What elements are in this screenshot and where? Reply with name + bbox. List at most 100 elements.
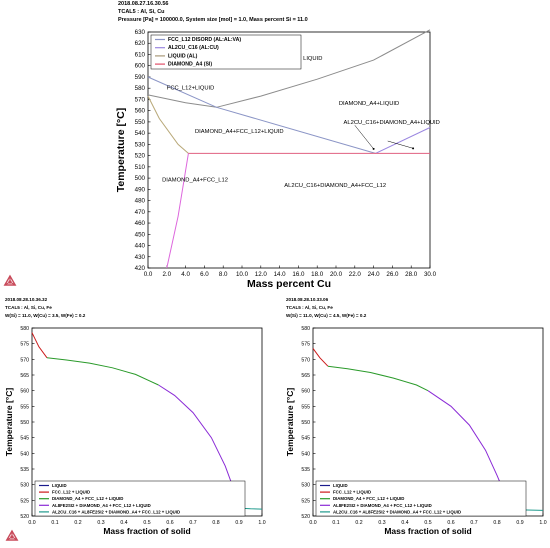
chart-header-line: Pressure [Pa] = 100000.0, System size [m…	[118, 17, 308, 23]
x-tick-label: 4.0	[181, 271, 190, 278]
y-tick-label: 440	[135, 243, 146, 250]
y-tick-label: 630	[135, 29, 146, 36]
x-tick-label: 28.0	[405, 271, 418, 278]
x-tick-label: 0.1	[332, 520, 339, 526]
x-tick-label: 0.4	[401, 520, 408, 526]
legend-label: FCC_L12 DISORD (AL:AL:VA)	[168, 37, 241, 43]
x-axis-label: Mass fraction of solid	[384, 526, 471, 536]
logo-outline	[3, 274, 17, 286]
chart-header-line: TCAL5 : Al, Si, Cu	[118, 9, 165, 15]
region-label: FCC_L12+LIQUID	[167, 85, 215, 91]
y-tick-label: 520	[20, 514, 29, 520]
region-label: DIAMOND_A4+LIQUID	[339, 101, 399, 107]
y-tick-label: 575	[20, 342, 29, 348]
legend-label: LIQUID (AL)	[168, 53, 198, 59]
y-tick-label: 560	[20, 389, 29, 395]
series-line	[46, 357, 159, 386]
y-tick-label: 620	[135, 40, 146, 47]
x-tick-label: 26.0	[386, 271, 399, 278]
y-tick-label: 520	[135, 153, 146, 160]
x-tick-label: 0.3	[378, 520, 385, 526]
legend-label: AL2CU_C16 (AL:CU)	[168, 45, 219, 51]
x-tick-label: 0.0	[28, 520, 35, 526]
x-tick-label: 0.5	[424, 520, 431, 526]
annotation-pointer	[412, 147, 415, 150]
y-tick-label: 570	[301, 357, 310, 363]
y-tick-label: 580	[301, 326, 310, 332]
y-tick-label: 450	[135, 231, 146, 238]
y-tick-label: 490	[135, 186, 146, 193]
y-axis-label: Temperature [°C]	[115, 108, 127, 193]
series-line	[147, 95, 189, 154]
chart-header-line: W(Si) = 11.0, W(Cu) = 3.5, W(Fe) = 0.2	[5, 313, 86, 318]
region-label: LIQUID	[303, 56, 322, 62]
y-tick-label: 420	[135, 265, 146, 272]
y-tick-label: 525	[301, 498, 310, 504]
x-tick-label: 0.0	[309, 520, 316, 526]
y-tick-label: 550	[135, 119, 146, 126]
y-tick-label: 540	[301, 451, 310, 457]
series-line	[375, 127, 431, 154]
region-label: DIAMOND_A4+FCC_L12+LIQUID	[195, 129, 284, 135]
x-tick-label: 12.0	[255, 271, 268, 278]
logo-center	[8, 280, 12, 284]
x-axis-label: Mass percent Cu	[247, 278, 331, 290]
x-tick-label: 30.0	[424, 271, 437, 278]
chart-header-line: TCAL5 : Al, Si, Cu, Fe	[286, 305, 333, 310]
x-tick-label: 0.6	[166, 520, 173, 526]
x-tick-label: 0.8	[493, 520, 500, 526]
series-line	[327, 365, 429, 392]
chart-header-line: 2018.08.27.16.30.56	[118, 1, 168, 7]
x-tick-label: 0.5	[143, 520, 150, 526]
legend-label: DIAMOND_A4 + FCC_L12 + LIQUID	[333, 496, 404, 501]
y-tick-label: 550	[20, 420, 29, 426]
chart-header-line: 2018.08.28.10.33.06	[286, 297, 329, 302]
x-tick-label: 0.0	[144, 271, 153, 278]
y-tick-label: 590	[135, 74, 146, 81]
legend-label: FCC_L12 + LIQUID	[333, 490, 371, 495]
y-tick-label: 520	[301, 514, 310, 520]
chart-header-line: TCAL5 : Al, Si, Cu, Fe	[5, 305, 52, 310]
x-tick-label: 20.0	[330, 271, 343, 278]
plot-frame	[147, 31, 431, 269]
x-tick-label: 8.0	[219, 271, 228, 278]
legend-label: AL2CU_C16 + AL8FE2SI2 + DIAMOND_A4 + FCC…	[333, 509, 461, 514]
legend-box	[315, 480, 527, 517]
x-tick-label: 0.7	[189, 520, 196, 526]
x-tick-label: 0.8	[212, 520, 219, 526]
x-tick-label: 2.0	[162, 271, 171, 278]
x-tick-label: 6.0	[200, 271, 209, 278]
logo-outline	[5, 529, 19, 541]
y-tick-label: 470	[135, 209, 146, 216]
y-axis-label: Temperature [°C]	[285, 388, 295, 457]
region-label: AL2CU_C16+DIAMOND_A4+FCC_L12	[284, 183, 386, 189]
legend-label: DIAMOND_A4 + FCC_L12 + LIQUID	[52, 496, 123, 501]
y-tick-label: 545	[20, 436, 29, 442]
legend-label: LIQUID	[52, 483, 67, 488]
y-tick-label: 535	[301, 467, 310, 473]
y-tick-label: 540	[20, 451, 29, 457]
y-tick-label: 610	[135, 51, 146, 58]
x-tick-label: 0.6	[447, 520, 454, 526]
y-axis-label: Temperature [°C]	[4, 388, 14, 457]
x-tick-label: 1.0	[539, 520, 546, 526]
annotation-pointer	[372, 147, 375, 150]
y-tick-label: 500	[135, 175, 146, 182]
x-tick-label: 0.3	[97, 520, 104, 526]
x-tick-label: 24.0	[368, 271, 381, 278]
y-tick-label: 565	[301, 373, 310, 379]
y-tick-label: 430	[135, 254, 146, 261]
legend-box	[34, 480, 246, 517]
annotation-leader	[354, 125, 374, 150]
x-tick-label: 18.0	[311, 271, 324, 278]
legend-label: DIAMOND_A4 (SI)	[168, 62, 212, 68]
series-line	[166, 153, 189, 269]
x-tick-label: 10.0	[236, 271, 249, 278]
y-tick-label: 560	[135, 108, 146, 115]
series-line	[147, 76, 376, 154]
region-label: AL2CU_C16+DIAMOND_A4+LIQUID	[344, 120, 440, 126]
x-tick-label: 14.0	[274, 271, 287, 278]
x-tick-label: 0.9	[235, 520, 242, 526]
thermo-calc-logo-icon	[3, 274, 17, 286]
y-tick-label: 575	[301, 342, 310, 348]
